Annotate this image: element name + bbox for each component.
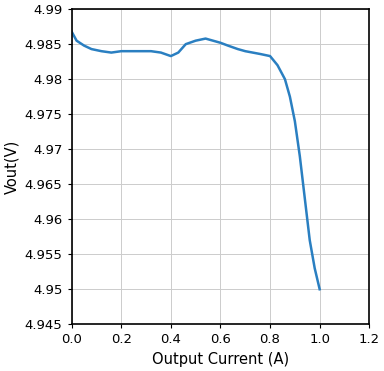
X-axis label: Output Current (A): Output Current (A) [152, 352, 289, 367]
Y-axis label: Vout(V): Vout(V) [4, 139, 19, 194]
